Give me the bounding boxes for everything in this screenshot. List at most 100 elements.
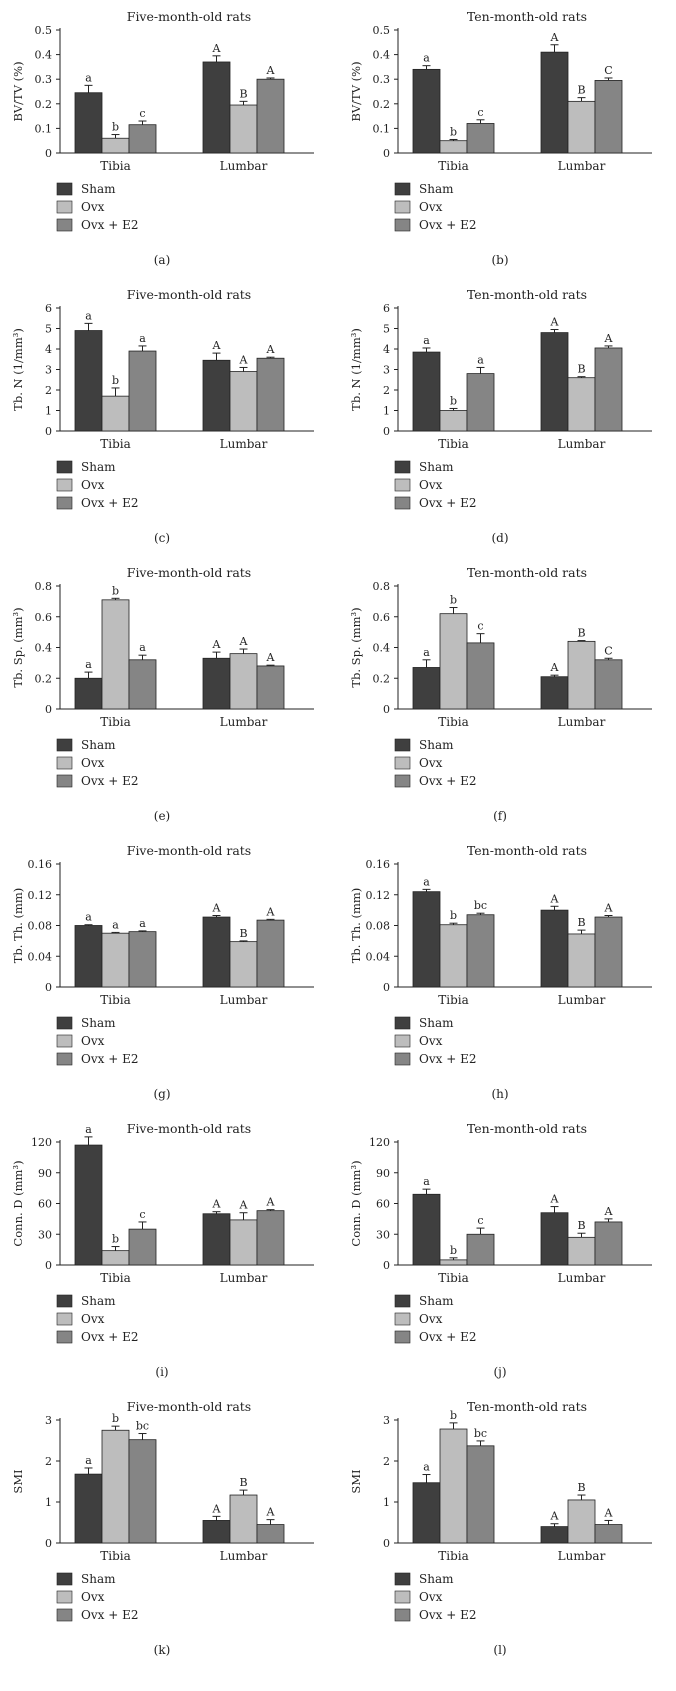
bar-ovx-e2-lumbar (256, 1524, 285, 1544)
significance-letter: c (477, 106, 483, 119)
legend-swatch (56, 1312, 73, 1326)
significance-letter: a (85, 658, 92, 671)
legend-swatch (394, 1294, 411, 1308)
bar-ovx-lumbar (229, 941, 258, 988)
bar-sham-lumbar (540, 676, 569, 710)
panel-title: Five-month-old rats (127, 287, 251, 302)
bar-ovx-e2-lumbar (256, 919, 285, 988)
panel-title: Ten-month-old rats (467, 565, 587, 580)
legend-label: Ovx (419, 1034, 443, 1048)
x-category-label: Lumbar (220, 1549, 268, 1563)
y-tick-label: 2 (45, 1455, 52, 1468)
panel-title: Ten-month-old rats (467, 9, 587, 24)
y-axis-label: Conn. D (mm³) (349, 1160, 363, 1246)
significance-letter: A (266, 64, 276, 77)
legend-swatch (394, 218, 411, 232)
panel-title: Five-month-old rats (127, 1399, 251, 1414)
y-tick-label: 0.1 (373, 122, 391, 135)
y-tick-label: 0.8 (373, 580, 391, 593)
significance-letter: b (112, 1233, 119, 1246)
legend-swatch (394, 1034, 411, 1048)
y-tick-label: 90 (38, 1167, 52, 1180)
y-tick-label: 0.04 (28, 950, 53, 963)
legend-swatch (394, 1016, 411, 1030)
panel-title: Five-month-old rats (127, 9, 251, 24)
y-tick-label: 0 (383, 1537, 390, 1550)
y-tick-label: 0.08 (28, 920, 53, 933)
y-tick-label: 6 (383, 302, 390, 315)
bar-ovx-e2-lumbar (594, 80, 623, 154)
significance-letter: A (266, 1196, 276, 1209)
legend-swatch (56, 756, 73, 770)
bar-ovx-tibia (439, 613, 468, 710)
bar-ovx-e2-lumbar (594, 1221, 623, 1266)
y-axis-label: SMI (11, 1469, 25, 1493)
y-tick-label: 120 (369, 1136, 390, 1149)
legend-swatch (394, 460, 411, 474)
x-category-label: Lumbar (220, 993, 268, 1007)
legend-label: Sham (81, 1016, 116, 1030)
panel-title: Ten-month-old rats (467, 287, 587, 302)
legend-swatch (394, 1052, 411, 1066)
bar-ovx-lumbar (229, 104, 258, 154)
y-tick-label: 0.4 (373, 642, 391, 655)
significance-letter: B (577, 84, 585, 97)
legend-swatch (56, 1572, 73, 1586)
y-tick-label: 0.6 (35, 611, 53, 624)
panel-label: (a) (154, 253, 171, 267)
legend-swatch (394, 496, 411, 510)
significance-letter: a (423, 1175, 430, 1188)
legend-swatch (394, 1312, 411, 1326)
significance-letter: A (212, 1198, 222, 1211)
y-tick-label: 0.16 (366, 858, 391, 871)
x-category-label: Lumbar (220, 1271, 268, 1285)
bar-sham-lumbar (202, 61, 231, 154)
significance-letter: A (239, 635, 249, 648)
x-category-label: Lumbar (558, 993, 606, 1007)
y-tick-label: 0 (383, 1259, 390, 1272)
x-category-label: Tibia (100, 159, 131, 173)
y-tick-label: 2 (383, 1455, 390, 1468)
bar-sham-lumbar (540, 1526, 569, 1544)
legend-swatch (56, 200, 73, 214)
panel-label: (k) (154, 1643, 171, 1657)
legend-label: Ovx + E2 (419, 496, 476, 510)
y-tick-label: 0.1 (35, 122, 53, 135)
legend-swatch (56, 182, 73, 196)
significance-letter: B (577, 1219, 585, 1232)
bar-sham-lumbar (540, 51, 569, 154)
bar-ovx-e2-tibia (128, 1228, 157, 1266)
significance-letter: a (85, 309, 92, 322)
legend-label: Ovx + E2 (81, 1052, 138, 1066)
legend-swatch (56, 1034, 73, 1048)
y-tick-label: 0.08 (366, 920, 391, 933)
bar-sham-lumbar (202, 916, 231, 988)
panel-title: Ten-month-old rats (467, 843, 587, 858)
bar-ovx-e2-lumbar (256, 665, 285, 710)
y-axis-label: SMI (349, 1469, 363, 1493)
bar-sham-lumbar (202, 1213, 231, 1266)
y-tick-label: 6 (45, 302, 52, 315)
legend-swatch (394, 200, 411, 214)
panel-label: (j) (493, 1365, 506, 1379)
significance-letter: A (550, 892, 560, 905)
legend-swatch (394, 1590, 411, 1604)
y-tick-label: 30 (376, 1228, 390, 1241)
legend-label: Ovx + E2 (81, 496, 138, 510)
y-tick-label: 0 (45, 703, 52, 716)
bar-ovx-tibia (101, 932, 130, 988)
x-category-label: Tibia (100, 715, 131, 729)
y-tick-label: 1 (45, 1496, 52, 1509)
x-category-label: Lumbar (220, 159, 268, 173)
x-category-label: Lumbar (220, 715, 268, 729)
significance-letter: b (450, 909, 457, 922)
bar-ovx-lumbar (567, 100, 596, 154)
y-tick-label: 0 (383, 147, 390, 160)
bar-ovx-e2-tibia (128, 659, 157, 710)
legend-swatch (56, 1590, 73, 1604)
panel-label: (l) (493, 1643, 506, 1657)
y-tick-label: 0.4 (35, 49, 53, 62)
bar-ovx-e2-lumbar (594, 347, 623, 432)
significance-letter: c (477, 620, 483, 633)
